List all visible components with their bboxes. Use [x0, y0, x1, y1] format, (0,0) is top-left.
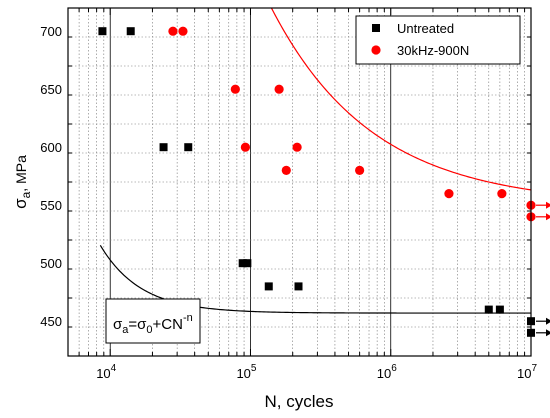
data-point-treated: [292, 142, 302, 152]
data-point-untreated: [264, 282, 273, 291]
data-point-treated: [355, 165, 365, 175]
y-axis-subscript: a: [19, 191, 33, 198]
data-point-treated: [444, 189, 454, 199]
data-point-treated: [274, 84, 284, 94]
axis-ticks: [67, 7, 532, 357]
data-point-treated: [178, 26, 188, 36]
data-point-untreated: [184, 143, 193, 152]
data-points: [98, 26, 536, 337]
legend-label-treated: 30kHz-900N: [397, 43, 469, 58]
data-point-untreated: [495, 305, 504, 314]
y-tick-label: 650: [40, 82, 62, 97]
equation-text: σa=σ0+CN-n: [113, 312, 193, 336]
runout-arrow-head: [546, 329, 550, 337]
data-point-untreated: [484, 305, 493, 314]
data-point-treated: [240, 142, 251, 152]
runout-arrow-head: [546, 213, 550, 221]
x-axis-title: N, cycles: [265, 392, 334, 411]
data-point-treated: [230, 84, 240, 94]
y-axis-symbol: σ: [11, 198, 30, 209]
legend-box: [355, 15, 521, 65]
data-point-untreated: [159, 143, 168, 152]
legend: Untreated 30kHz-900N: [355, 15, 521, 65]
data-point-treated: [497, 189, 507, 199]
y-tick-label: 450: [40, 314, 62, 329]
data-point-treated: [281, 165, 291, 175]
legend-marker-treated: [371, 45, 381, 55]
y-tick-label: 600: [40, 140, 62, 155]
data-point-untreated: [126, 27, 135, 36]
y-tick-label: 550: [40, 198, 62, 213]
data-point-untreated: [238, 259, 247, 268]
legend-marker-untreated: [372, 24, 380, 32]
y-axis-unit: , MPa: [13, 155, 29, 192]
fit-curve-treated: [270, 8, 531, 191]
runout-arrow-head: [546, 201, 550, 209]
y-tick-label: 700: [40, 24, 62, 39]
x-tick-label: 104: [96, 363, 116, 381]
legend-label-untreated: Untreated: [397, 21, 454, 36]
grid: [67, 7, 532, 357]
x-tick-label: 105: [236, 363, 256, 381]
data-point-untreated: [243, 259, 252, 268]
y-tick-label: 500: [40, 256, 62, 271]
equation-frame: [105, 298, 201, 344]
x-tick-labels: 104 105 106 107: [96, 363, 537, 381]
y-axis-title: σa, MPa: [11, 155, 33, 209]
x-tick-label: 107: [517, 363, 537, 381]
data-point-untreated: [98, 27, 107, 36]
y-tick-labels: 450 500 550 600 650 700: [40, 24, 62, 329]
data-point-untreated: [294, 282, 303, 291]
runout-arrows: [536, 201, 550, 337]
data-point-treated: [168, 26, 178, 36]
equation-box: σa=σ0+CN-n: [105, 298, 201, 344]
runout-arrow-head: [546, 317, 550, 325]
x-tick-label: 106: [377, 363, 397, 381]
